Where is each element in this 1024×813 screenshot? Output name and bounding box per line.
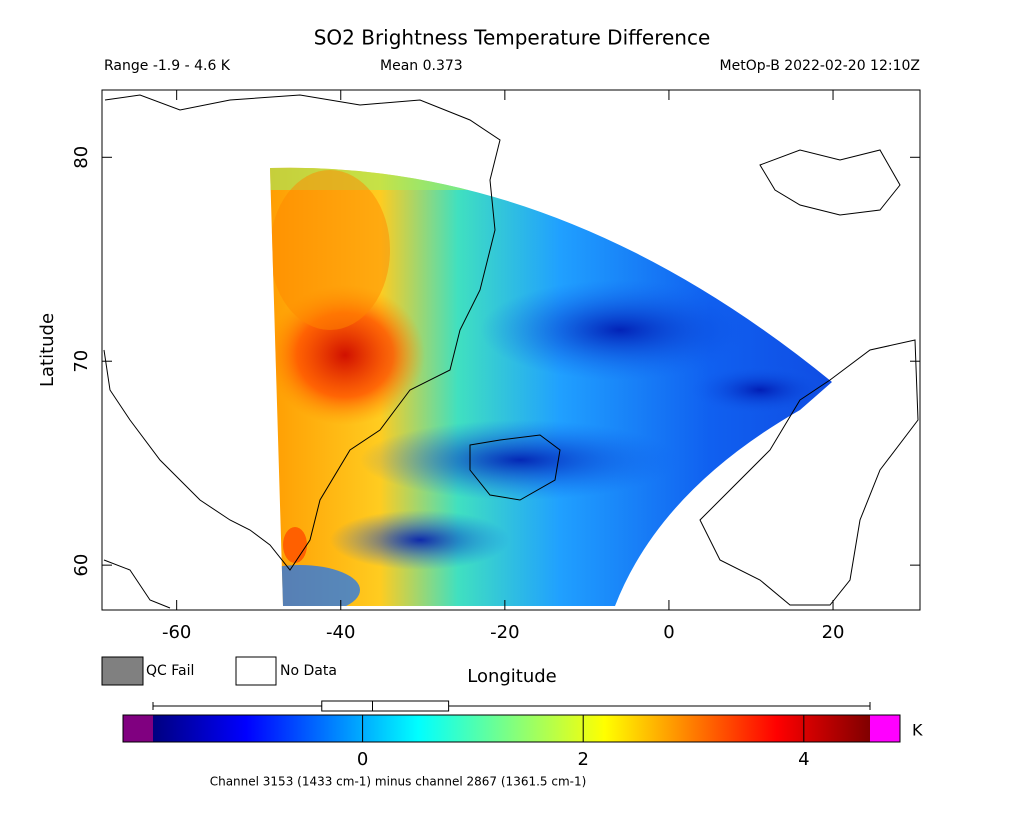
coastline-svalbard [759, 149, 901, 216]
x-tick-label: 0 [663, 622, 674, 643]
x-axis-label: Longitude [467, 666, 557, 687]
title: SO2 Brightness Temperature Difference [314, 26, 711, 50]
map-frame [101, 89, 921, 611]
legend-swatch-qc-fail [101, 656, 144, 686]
colorbar-tick-label: 2 [577, 749, 588, 770]
range-label: Range -1.9 - 4.6 K [104, 58, 231, 74]
y-tick-label: 60 [71, 554, 92, 577]
x-tick-label: -40 [326, 622, 355, 643]
colorbar-unit: K [912, 721, 923, 740]
source-label: MetOp-B 2022-02-20 12:10Z [720, 58, 920, 74]
coastline-greenland [103, 94, 501, 571]
colorbar-frame [122, 714, 901, 743]
legend-label: No Data [280, 663, 337, 679]
x-tick-label: -60 [162, 622, 191, 643]
map-area [101, 89, 921, 611]
colorbar-over [870, 715, 900, 742]
colorbar-gradient [153, 715, 870, 742]
legend-label: QC Fail [146, 663, 194, 679]
colorbar-tick-label: 0 [357, 749, 368, 770]
coastline-scandinavia [699, 339, 919, 606]
mean-label: Mean 0.373 [380, 58, 463, 74]
coastline-canada [103, 559, 171, 609]
colorbar-under [123, 715, 153, 742]
y-tick-label: 70 [71, 350, 92, 373]
coastline-iceland [469, 434, 561, 501]
colorbar-tick-label: 4 [798, 749, 809, 770]
x-tick-label: 20 [822, 622, 845, 643]
legend-swatch-no-data [235, 656, 277, 686]
y-axis-label: Latitude [37, 313, 58, 387]
x-tick-label: -20 [490, 622, 519, 643]
boxplot-box [321, 700, 450, 712]
footnote: Channel 3153 (1433 cm-1) minus channel 2… [210, 775, 587, 789]
y-tick-label: 80 [71, 146, 92, 169]
colorbar [122, 714, 901, 743]
